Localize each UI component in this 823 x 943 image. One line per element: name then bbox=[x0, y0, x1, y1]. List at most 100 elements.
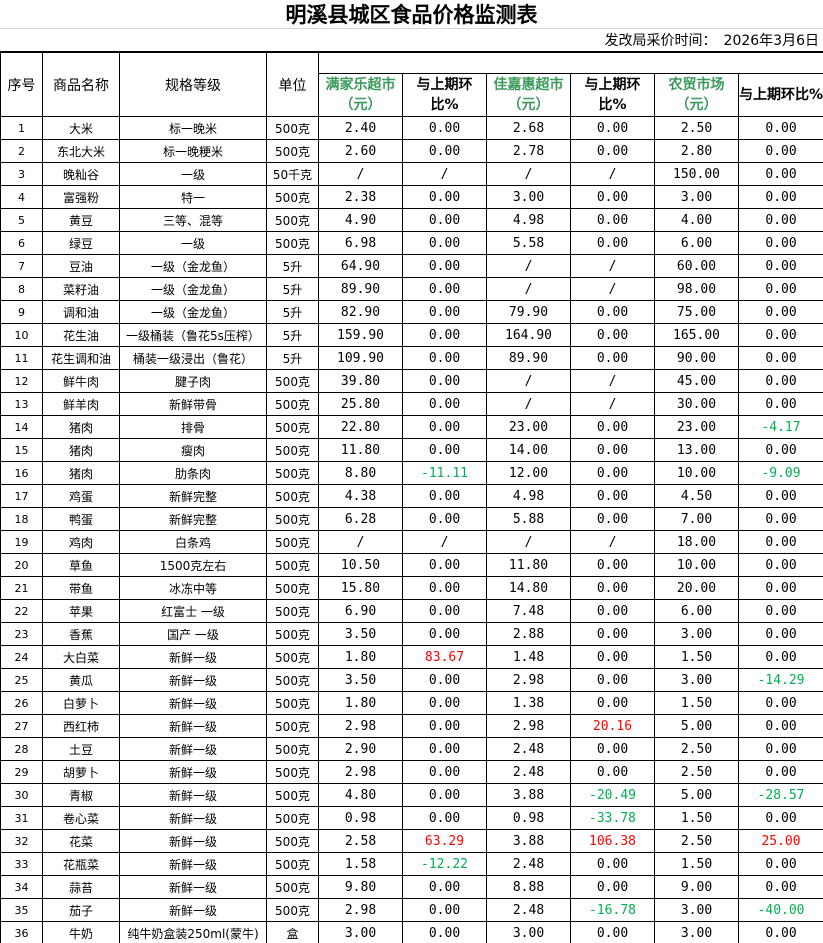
cell-price-market: 45.00 bbox=[654, 369, 739, 393]
table-row: 1 大米 标一晚米 500克 2.40 0.00 2.68 0.00 2.50 0.00 bbox=[0, 116, 823, 140]
cell-price-jiajiahui: 2.68 bbox=[486, 116, 571, 140]
cell-price-jiajiahui: 1.48 bbox=[486, 645, 571, 669]
cell-change-market: 0.00 bbox=[737, 484, 823, 508]
cell-price-market: 2.50 bbox=[654, 760, 739, 784]
cell-unit: 500克 bbox=[266, 369, 319, 393]
cell-spec: 一级 bbox=[119, 162, 267, 186]
cell-change-market: 0.00 bbox=[737, 921, 823, 943]
cell-change-market: 0.00 bbox=[737, 852, 823, 876]
cell-change-manjiale: 63.29 bbox=[402, 829, 487, 853]
cell-index: 29 bbox=[0, 760, 43, 784]
cell-spec: 新鲜一级 bbox=[119, 898, 267, 922]
cell-price-jiajiahui: 4.98 bbox=[486, 208, 571, 232]
table-row: 36 牛奶 纯牛奶盒装250ml(蒙牛) 盒 3.00 0.00 3.00 0.00 3.00 0… bbox=[0, 921, 823, 943]
cell-change-jiajiahui: 0.00 bbox=[570, 760, 655, 784]
table-row: 32 花菜 新鲜一级 500克 2.58 63.29 3.88 106.38 2.50 25.00 bbox=[0, 829, 823, 853]
cell-spec: 腱子肉 bbox=[119, 369, 267, 393]
table-row: 19 鸡肉 白条鸡 500克 / / //18.00 0.00 bbox=[0, 530, 823, 554]
cell-change-manjiale: 0.00 bbox=[402, 415, 487, 439]
cell-unit: 500克 bbox=[266, 507, 319, 531]
cell-change-market: 0.00 bbox=[737, 231, 823, 255]
cell-index: 10 bbox=[0, 323, 43, 347]
cell-spec: 三等、混等 bbox=[119, 208, 267, 232]
cell-name: 鸡肉 bbox=[42, 530, 120, 554]
cell-name: 青椒 bbox=[42, 783, 120, 807]
cell-unit: 500克 bbox=[266, 783, 319, 807]
cell-change-manjiale: 0.00 bbox=[402, 185, 487, 209]
cell-unit: 500克 bbox=[266, 553, 319, 577]
table-row: 10 花生油 一级桶装（鲁花5s压榨） 5升 159.90 0.00 164.90 0.00 1… bbox=[0, 323, 823, 347]
cell-price-jiajiahui: 5.58 bbox=[486, 231, 571, 255]
cell-change-manjiale: 0.00 bbox=[402, 737, 487, 761]
cell-price-market: 75.00 bbox=[654, 300, 739, 324]
cell-name: 香蕉 bbox=[42, 622, 120, 646]
cell-price-jiajiahui: / bbox=[486, 277, 571, 301]
cell-change-market: -14.29 bbox=[737, 668, 823, 692]
cell-name: 西红柿 bbox=[42, 714, 120, 738]
cell-spec: 一级 bbox=[119, 231, 267, 255]
cell-price-manjiale: / bbox=[318, 162, 403, 186]
cell-change-market: 0.00 bbox=[737, 254, 823, 278]
cell-price-market: 60.00 bbox=[654, 254, 739, 278]
cell-name: 猪肉 bbox=[42, 461, 120, 485]
cell-spec: 冰冻中等 bbox=[119, 576, 267, 600]
table-row: 27 西红柿 新鲜一级 500克 2.98 0.00 2.98 20.16 5.00 0.00 bbox=[0, 714, 823, 738]
header-market: 农贸市场（元） bbox=[654, 73, 739, 117]
cell-change-market: 0.00 bbox=[737, 300, 823, 324]
cell-change-market: 0.00 bbox=[737, 806, 823, 830]
table-row: 5 黄豆 三等、混等 500克 4.90 0.00 4.98 0.00 4.00 0.00 bbox=[0, 208, 823, 232]
cell-index: 11 bbox=[0, 346, 43, 370]
cell-spec: 特一 bbox=[119, 185, 267, 209]
cell-price-manjiale: 2.98 bbox=[318, 760, 403, 784]
cell-change-manjiale: 0.00 bbox=[402, 760, 487, 784]
table-row: 9 调和油 一级（金龙鱼） 5升 82.90 0.00 79.90 0.00 75.00 0.00 bbox=[0, 300, 823, 324]
cell-change-jiajiahui: 0.00 bbox=[570, 576, 655, 600]
cell-index: 1 bbox=[0, 116, 43, 140]
cell-name: 晚籼谷 bbox=[42, 162, 120, 186]
table-row: 20 草鱼 1500克左右 500克 10.50 0.00 11.80 0.00 10.00 0.… bbox=[0, 553, 823, 577]
cell-change-market: 0.00 bbox=[737, 162, 823, 186]
cell-price-jiajiahui: 2.98 bbox=[486, 668, 571, 692]
cell-index: 8 bbox=[0, 277, 43, 301]
cell-price-manjiale: 64.90 bbox=[318, 254, 403, 278]
cell-price-manjiale: 89.90 bbox=[318, 277, 403, 301]
table-row: 28 土豆 新鲜一级 500克 2.90 0.00 2.48 0.00 2.50 0.00 bbox=[0, 737, 823, 761]
cell-change-manjiale: 0.00 bbox=[402, 507, 487, 531]
cell-change-market: 0.00 bbox=[737, 645, 823, 669]
table-row: 13 鲜羊肉 新鲜带骨 500克 25.80 0.00//30.00 0.00 bbox=[0, 392, 823, 416]
cell-price-jiajiahui: 14.80 bbox=[486, 576, 571, 600]
cell-price-market: 2.80 bbox=[654, 139, 739, 163]
cell-change-jiajiahui: -16.78 bbox=[570, 898, 655, 922]
cell-change-manjiale: 0.00 bbox=[402, 484, 487, 508]
cell-change-jiajiahui: 0.00 bbox=[570, 484, 655, 508]
cell-change-jiajiahui: 0.00 bbox=[570, 852, 655, 876]
cell-spec: 新鲜一级 bbox=[119, 783, 267, 807]
cell-name: 土豆 bbox=[42, 737, 120, 761]
table-row: 12 鲜牛肉 腱子肉 500克 39.80 0.00//45.00 0.00 bbox=[0, 369, 823, 393]
table-row: 15 猪肉 瘦肉 500克 11.80 0.00 14.00 0.00 13.00 0.00 bbox=[0, 438, 823, 462]
cell-name: 菜籽油 bbox=[42, 277, 120, 301]
cell-spec: 白条鸡 bbox=[119, 530, 267, 554]
cell-change-jiajiahui: 0.00 bbox=[570, 300, 655, 324]
cell-spec: 新鲜一级 bbox=[119, 691, 267, 715]
cell-unit: 500克 bbox=[266, 829, 319, 853]
header-change-2: 与上期环比% bbox=[570, 73, 655, 117]
cell-spec: 新鲜一级 bbox=[119, 737, 267, 761]
cell-change-jiajiahui: 0.00 bbox=[570, 346, 655, 370]
cell-change-manjiale: -12.22 bbox=[402, 852, 487, 876]
cell-name: 茄子 bbox=[42, 898, 120, 922]
price-table: 序号 商品名称 规格等级 单位 满家乐超市（元） 与上期环比% 佳嘉惠超市（元）… bbox=[0, 52, 823, 943]
cell-price-manjiale: 4.80 bbox=[318, 783, 403, 807]
cell-change-manjiale: 0.00 bbox=[402, 553, 487, 577]
cell-name: 胡萝卜 bbox=[42, 760, 120, 784]
cell-change-jiajiahui: 106.38 bbox=[570, 829, 655, 853]
cell-price-jiajiahui: 164.90 bbox=[486, 323, 571, 347]
cell-price-market: 2.50 bbox=[654, 829, 739, 853]
cell-price-manjiale: 15.80 bbox=[318, 576, 403, 600]
cell-price-manjiale: 1.58 bbox=[318, 852, 403, 876]
cell-spec: 新鲜一级 bbox=[119, 760, 267, 784]
cell-price-market: 1.50 bbox=[654, 645, 739, 669]
table-row: 14 猪肉 排骨 500克 22.80 0.00 23.00 0.00 23.00 -4.17 bbox=[0, 415, 823, 439]
cell-price-market: 5.00 bbox=[654, 783, 739, 807]
